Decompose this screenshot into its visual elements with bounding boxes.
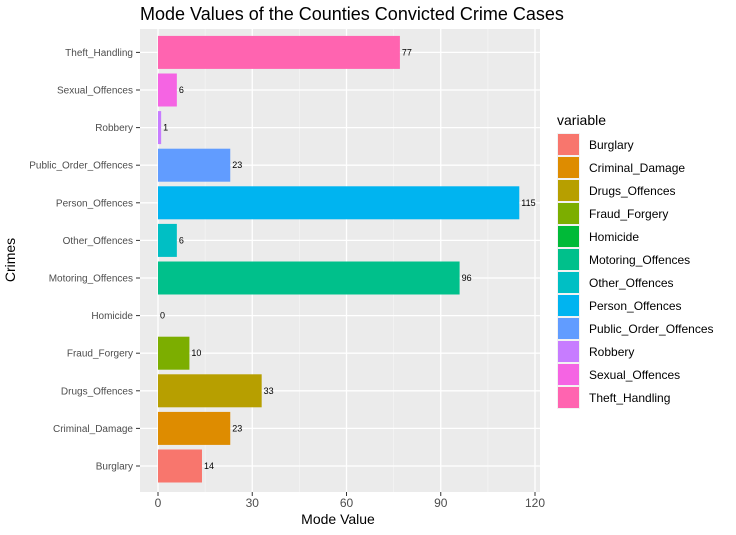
data-label: 77	[402, 47, 412, 57]
legend-swatch	[558, 157, 579, 178]
data-label: 115	[521, 198, 535, 208]
legend-entry-label: Person_Offences	[589, 299, 682, 313]
legend-entry-label: Burglary	[589, 138, 634, 152]
data-label: 23	[232, 423, 242, 433]
legend-swatch	[558, 364, 579, 385]
y-tick-label: Fraud_Forgery	[67, 349, 133, 360]
x-tick-label: 90	[434, 496, 448, 510]
data-label: 96	[462, 273, 472, 283]
bars: 14 23 33 10 0 96 6 115 23 1 6 77	[158, 35, 536, 483]
bar-motoring-offences	[158, 261, 460, 295]
y-tick-label: Person_Offences	[56, 198, 133, 209]
y-tick-label: Robbery	[95, 123, 133, 134]
y-tick-label: Theft_Handling	[65, 48, 133, 59]
legend-entry-label: Drugs_Offences	[589, 184, 676, 198]
y-tick-label: Motoring_Offences	[49, 274, 133, 285]
data-label: 14	[204, 461, 214, 471]
bar-fraud-forgery	[158, 336, 190, 370]
x-tick-labels: 0 30 60 90 120	[155, 492, 545, 510]
legend-entry-label: Fraud_Forgery	[589, 207, 668, 221]
legend-swatch	[558, 318, 579, 339]
legend-entry-label: Other_Offences	[589, 276, 674, 290]
bar-public-order-offences	[158, 148, 231, 182]
legend-swatch	[558, 341, 579, 362]
bar-criminal-damage	[158, 411, 231, 445]
legend-swatch	[558, 203, 579, 224]
bar-drugs-offences	[158, 374, 262, 408]
legend-swatch	[558, 226, 579, 247]
legend-swatch	[558, 180, 579, 201]
legend-title: variable	[557, 112, 606, 128]
y-tick-label: Burglary	[96, 462, 133, 473]
x-tick-label: 0	[155, 496, 162, 510]
data-label: 6	[179, 235, 184, 245]
legend-swatch	[558, 134, 579, 155]
y-tick-label: Sexual_Offences	[57, 86, 133, 97]
x-tick-label: 30	[246, 496, 260, 510]
y-tick-label: Public_Order_Offences	[29, 161, 133, 172]
x-tick-label: 120	[525, 496, 545, 510]
data-label: 23	[232, 160, 242, 170]
legend-swatch	[558, 272, 579, 293]
legend-swatch	[558, 295, 579, 316]
legend-entry-label: Theft_Handling	[589, 391, 670, 405]
legend-entry-label: Public_Order_Offences	[589, 322, 714, 336]
y-tick-label: Other_Offences	[63, 236, 133, 247]
legend-swatch	[558, 387, 579, 408]
y-tick-label: Criminal_Damage	[53, 424, 133, 435]
legend-entry-label: Robbery	[589, 345, 634, 359]
y-tick-labels: Burglary Criminal_Damage Drugs_Offences Fra…	[29, 48, 140, 473]
data-label: 6	[179, 85, 184, 95]
y-axis-title: Crimes	[2, 238, 18, 282]
legend: Burglary Criminal_Damage Drugs_Offences Fra…	[557, 133, 714, 409]
x-axis-title: Mode Value	[301, 511, 375, 527]
data-label: 0	[160, 311, 165, 321]
data-label: 33	[264, 386, 274, 396]
legend-entry-label: Motoring_Offences	[589, 253, 690, 267]
chart-title: Mode Values of the Counties Convicted Cr…	[140, 4, 564, 24]
bar-theft-handling	[158, 35, 400, 69]
bar-other-offences	[158, 223, 177, 257]
data-label: 1	[163, 123, 168, 133]
bar-sexual-offences	[158, 73, 177, 107]
bar-burglary	[158, 449, 202, 483]
bar-person-offences	[158, 186, 520, 220]
x-tick-label: 60	[340, 496, 354, 510]
y-tick-label: Homicide	[91, 311, 133, 322]
legend-entry-label: Sexual_Offences	[589, 368, 680, 382]
data-label: 10	[191, 348, 201, 358]
legend-swatch	[558, 249, 579, 270]
legend-entry-label: Criminal_Damage	[589, 161, 685, 175]
y-tick-label: Drugs_Offences	[61, 386, 133, 397]
bar-robbery	[158, 111, 162, 145]
legend-entry-label: Homicide	[589, 230, 639, 244]
